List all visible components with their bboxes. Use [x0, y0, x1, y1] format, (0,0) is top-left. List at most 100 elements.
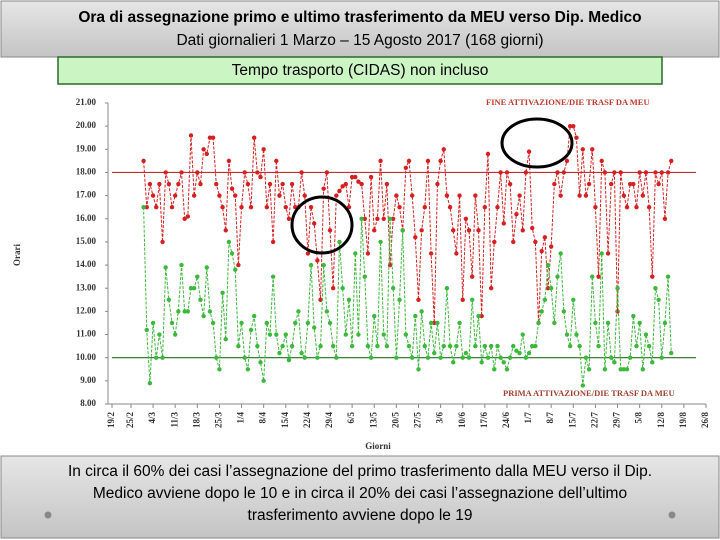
point: [340, 184, 345, 189]
point: [574, 135, 579, 140]
point: [144, 327, 149, 333]
point: [618, 170, 623, 175]
point: [394, 193, 399, 198]
point: [280, 343, 285, 349]
point: [302, 193, 307, 198]
point: [188, 286, 194, 291]
x-tick-label: 15/4: [280, 412, 290, 429]
point: [403, 165, 409, 171]
point: [233, 267, 238, 272]
point: [359, 216, 364, 221]
point: [163, 170, 168, 175]
point: [659, 170, 664, 175]
point: [539, 309, 544, 314]
point: [514, 348, 519, 353]
point: [394, 355, 399, 360]
point: [596, 343, 601, 349]
series-line: [143, 125, 672, 323]
point: [255, 170, 260, 175]
point: [583, 193, 589, 198]
point: [526, 149, 532, 154]
point: [618, 367, 623, 372]
point: [435, 320, 440, 326]
point: [482, 204, 488, 210]
point: [343, 332, 349, 337]
point: [498, 170, 503, 175]
point: [444, 193, 450, 198]
point: [517, 350, 522, 356]
point: [289, 343, 295, 349]
point: [419, 309, 424, 314]
x-tick-label: 10/6: [457, 412, 467, 429]
point: [226, 158, 232, 164]
y-axis-label: Orari: [12, 244, 22, 266]
point: [296, 309, 301, 314]
series-label: FINE ATTIVAZIONE/DIE TRASF DA MEU: [486, 97, 650, 107]
point: [236, 262, 241, 268]
point: [561, 309, 567, 314]
point: [577, 193, 582, 198]
point: [277, 350, 282, 356]
point: [432, 320, 437, 326]
point: [561, 170, 567, 175]
x-tick-label: 11/3: [169, 412, 179, 428]
point: [166, 181, 172, 187]
x-tick-label: 3/6: [435, 412, 445, 424]
point: [640, 367, 646, 372]
point: [368, 355, 374, 360]
point: [391, 286, 396, 291]
point: [643, 170, 649, 175]
point: [312, 221, 317, 226]
point: [574, 332, 579, 337]
y-tick-label: 10.00: [76, 352, 97, 362]
point: [403, 332, 409, 337]
point: [542, 297, 548, 303]
point: [198, 297, 203, 303]
point: [283, 332, 288, 337]
point: [495, 343, 500, 349]
point: [488, 343, 494, 349]
point: [381, 332, 386, 337]
point: [441, 343, 446, 349]
point: [669, 158, 674, 164]
point: [662, 216, 668, 221]
point: [321, 262, 326, 268]
x-tick-label: 6/5: [346, 412, 356, 424]
point: [169, 320, 175, 326]
point: [258, 360, 263, 365]
point: [210, 135, 216, 140]
point: [157, 332, 162, 337]
x-tick-label: 26/8: [700, 412, 710, 429]
point: [577, 343, 582, 349]
point: [413, 235, 418, 240]
x-tick-label: 18/3: [191, 412, 201, 429]
footer-line: trasferimento avviene dopo le 19: [248, 507, 473, 524]
point: [154, 204, 159, 210]
subtitle: Dati giornalieri 1 Marzo – 15 Agosto 201…: [176, 32, 543, 49]
point: [476, 228, 481, 233]
point: [245, 367, 251, 372]
point: [274, 332, 279, 337]
point: [555, 274, 560, 279]
point: [283, 204, 288, 210]
point: [596, 274, 601, 279]
point: [409, 193, 415, 198]
point: [605, 251, 611, 256]
point: [327, 320, 333, 326]
point: [261, 378, 266, 384]
point: [251, 313, 257, 319]
point: [457, 320, 462, 326]
point: [378, 158, 383, 164]
point: [473, 193, 478, 198]
point: [413, 313, 418, 319]
point: [514, 211, 519, 217]
point: [229, 251, 235, 256]
point: [558, 251, 563, 256]
point: [612, 360, 617, 365]
point: [634, 343, 639, 349]
point: [217, 193, 222, 198]
point: [391, 216, 396, 221]
point: [492, 367, 497, 372]
point: [144, 204, 149, 210]
x-tick-label: 15/7: [567, 412, 577, 429]
